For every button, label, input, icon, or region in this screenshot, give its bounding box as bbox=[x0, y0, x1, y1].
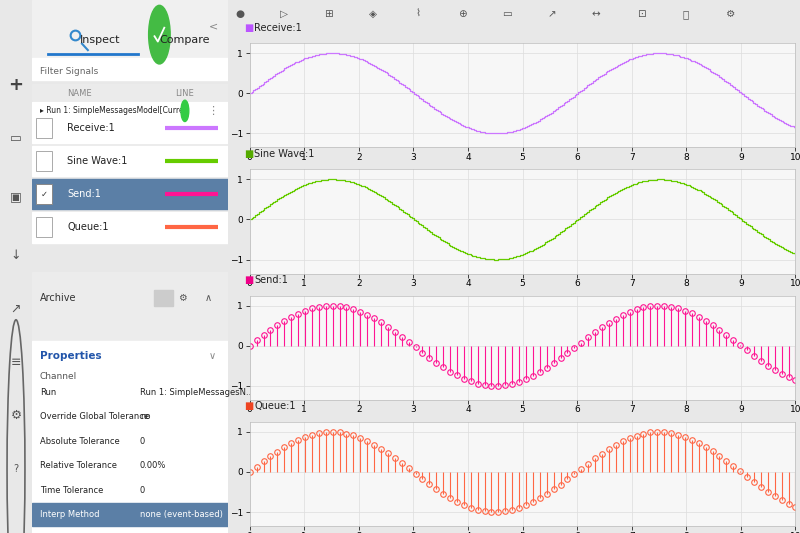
Text: 0: 0 bbox=[140, 437, 145, 446]
Text: Interp Method: Interp Method bbox=[40, 511, 99, 519]
Bar bbox=[36, 217, 51, 237]
Text: ■: ■ bbox=[244, 149, 254, 159]
Text: 0: 0 bbox=[140, 486, 145, 495]
Text: ■: ■ bbox=[244, 23, 254, 33]
Text: ▭: ▭ bbox=[502, 9, 512, 19]
Text: Absolute Tolerance: Absolute Tolerance bbox=[40, 437, 119, 446]
Text: ▸ Run 1: SimpleMessagesModel[Curre: ▸ Run 1: SimpleMessagesModel[Curre bbox=[40, 107, 183, 115]
Text: none (event-based): none (event-based) bbox=[140, 511, 222, 519]
Text: 📷: 📷 bbox=[682, 9, 689, 19]
Text: ■: ■ bbox=[244, 401, 254, 411]
Text: ∧: ∧ bbox=[205, 294, 212, 303]
Text: ⊡: ⊡ bbox=[637, 9, 646, 19]
Bar bbox=[154, 290, 173, 306]
Text: ⌇: ⌇ bbox=[415, 9, 421, 19]
Bar bbox=[32, 112, 228, 143]
Text: Run: Run bbox=[40, 388, 56, 397]
Text: Time Tolerance: Time Tolerance bbox=[40, 486, 103, 495]
Text: ⚙: ⚙ bbox=[178, 294, 187, 303]
Text: ✓: ✓ bbox=[40, 190, 47, 198]
Text: ▭: ▭ bbox=[10, 132, 22, 145]
Text: <: < bbox=[209, 22, 218, 31]
Text: Compare: Compare bbox=[160, 35, 210, 45]
Text: ≡: ≡ bbox=[10, 356, 22, 369]
Text: Relative Tolerance: Relative Tolerance bbox=[40, 462, 117, 470]
Text: ●: ● bbox=[235, 9, 244, 19]
Text: Queue:1: Queue:1 bbox=[67, 222, 109, 232]
Bar bbox=[36, 151, 51, 171]
Bar bbox=[32, 272, 228, 341]
Bar bbox=[32, 503, 228, 526]
Text: Send:1: Send:1 bbox=[67, 189, 101, 199]
Text: Sine Wave:1: Sine Wave:1 bbox=[67, 156, 128, 166]
Text: ▷: ▷ bbox=[280, 9, 288, 19]
Text: ⊕: ⊕ bbox=[458, 9, 467, 19]
Text: Run 1: SimpleMessagesN...: Run 1: SimpleMessagesN... bbox=[140, 388, 254, 397]
Text: Queue:1: Queue:1 bbox=[254, 401, 296, 411]
Bar bbox=[32, 146, 228, 176]
Text: ■: ■ bbox=[244, 275, 254, 285]
Text: ↔: ↔ bbox=[592, 9, 601, 19]
Text: ◈: ◈ bbox=[370, 9, 378, 19]
Bar bbox=[32, 0, 228, 70]
Text: ⚙: ⚙ bbox=[10, 409, 22, 422]
Text: Archive: Archive bbox=[40, 294, 76, 303]
Text: ↗: ↗ bbox=[547, 9, 556, 19]
Text: Channel: Channel bbox=[40, 372, 77, 381]
Text: NAME: NAME bbox=[67, 89, 92, 98]
Circle shape bbox=[149, 5, 170, 64]
Bar bbox=[32, 84, 228, 100]
Circle shape bbox=[181, 100, 189, 122]
Text: Send:1: Send:1 bbox=[254, 275, 288, 285]
Text: Override Global Tolerance: Override Global Tolerance bbox=[40, 413, 149, 421]
Text: +: + bbox=[9, 76, 23, 94]
Text: LINE: LINE bbox=[175, 89, 194, 98]
Text: Properties: Properties bbox=[40, 351, 102, 361]
Bar bbox=[32, 102, 228, 118]
Text: ∨: ∨ bbox=[209, 351, 216, 361]
Bar bbox=[36, 184, 51, 204]
Text: Sine Wave:1: Sine Wave:1 bbox=[254, 149, 314, 159]
Text: Receive:1: Receive:1 bbox=[254, 23, 302, 33]
Text: ▣: ▣ bbox=[10, 191, 22, 204]
Text: ↗: ↗ bbox=[10, 303, 22, 316]
Text: ⊞: ⊞ bbox=[324, 9, 333, 19]
Text: no: no bbox=[140, 413, 150, 421]
Bar bbox=[36, 118, 51, 138]
Text: Receive:1: Receive:1 bbox=[67, 123, 115, 133]
Text: ↓: ↓ bbox=[10, 249, 22, 262]
Bar bbox=[32, 341, 228, 533]
Text: ⋮: ⋮ bbox=[206, 106, 218, 116]
Text: ⚙: ⚙ bbox=[726, 9, 735, 19]
Text: 0.00%: 0.00% bbox=[140, 462, 166, 470]
Text: Filter Signals: Filter Signals bbox=[40, 68, 98, 76]
Bar bbox=[32, 179, 228, 209]
Text: Inspect: Inspect bbox=[80, 35, 121, 45]
Bar bbox=[32, 58, 228, 80]
Text: ?: ? bbox=[14, 464, 18, 474]
Bar bbox=[32, 212, 228, 243]
